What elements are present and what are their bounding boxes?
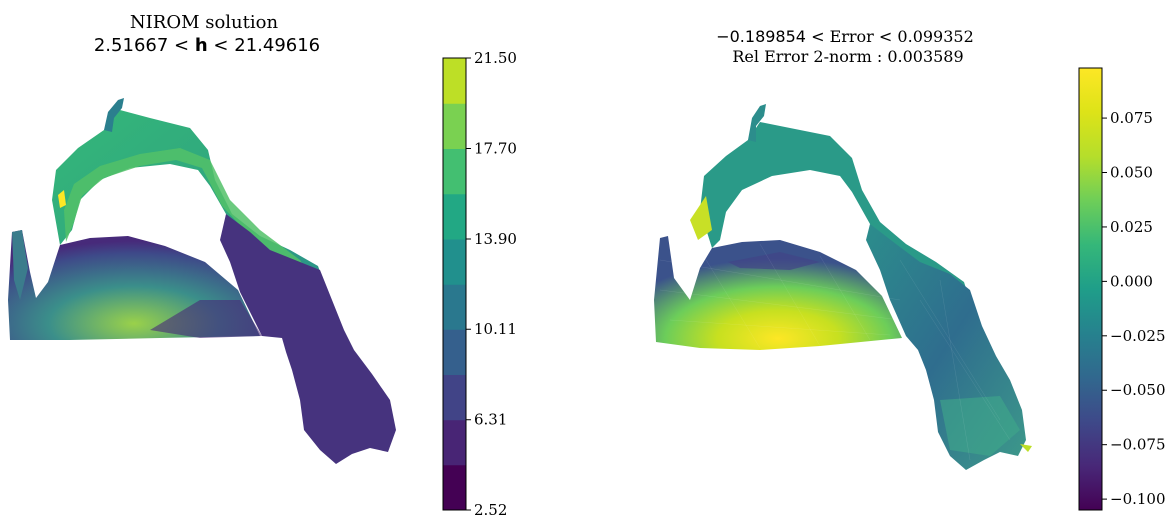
left-colorbar-tick-label: 21.50	[474, 49, 517, 67]
right-hotspot-west	[690, 196, 712, 240]
right-lower-lobe	[654, 236, 902, 350]
right-colorbar-tick-label: 0.075	[1110, 109, 1153, 127]
right-title-op1: <	[811, 27, 824, 46]
left-title: NIROM solution	[130, 12, 279, 33]
right-subtitle: Rel Error 2-norm : 0.003589	[732, 47, 963, 66]
left-subtitle-op1: <	[174, 35, 189, 56]
left-subtitle-var: h	[195, 35, 208, 56]
left-colorbar: 21.50 17.70 13.90 10.11 6.31 2.52	[442, 49, 517, 518]
right-colorbar-tick-label: −0.025	[1110, 327, 1166, 345]
right-low-error-band	[728, 252, 820, 270]
right-title-label: Error	[830, 27, 875, 46]
left-colorbar-band	[443, 193, 466, 240]
right-colorbar-tick-label: −0.075	[1110, 436, 1166, 454]
right-title-low: −0.189854	[716, 27, 806, 46]
left-colorbar-band	[443, 419, 466, 466]
left-colorbar-tick-label: 2.52	[474, 501, 507, 518]
left-pier	[104, 98, 124, 132]
right-colorbar-ticks: 0.075 0.050 0.025 0.000 −0.025 −0.050 −0.075 −0…	[1102, 109, 1166, 508]
left-colorbar-frame	[442, 57, 467, 511]
left-lobe-shadow	[150, 300, 262, 338]
left-colorbar-band	[443, 329, 466, 375]
left-colorbar-band	[443, 238, 466, 285]
left-colorbar-tick-label: 13.90	[474, 230, 517, 248]
left-colorbar-band	[443, 58, 466, 104]
right-pier	[748, 104, 766, 142]
left-subtitle-low: 2.51667	[94, 35, 168, 56]
right-title: −0.189854 < Error < 0.099352	[716, 27, 974, 46]
left-colorbar-tick-label: 10.11	[474, 320, 517, 338]
right-colorbar-tick-label: 0.025	[1110, 218, 1153, 236]
right-colorbar-tick-label: −0.100	[1110, 490, 1166, 508]
left-subtitle-op2: <	[213, 35, 228, 56]
left-colorbar-band	[443, 284, 466, 330]
left-colorbar-band	[443, 148, 466, 195]
left-colorbar-ticks: 21.50 17.70 13.90 10.11 6.31 2.52	[466, 49, 517, 518]
left-hotspot	[58, 190, 66, 208]
left-colorbar-blocks	[443, 58, 466, 511]
right-panel: −0.189854 < Error < 0.099352 Rel Error 2…	[654, 27, 1166, 511]
right-colorbar: 0.075 0.050 0.025 0.000 −0.025 −0.050 −0.075 −0…	[1078, 67, 1166, 511]
left-colorbar-tick-label: 6.31	[474, 411, 507, 429]
right-colorbar-tick-label: 0.050	[1110, 164, 1153, 182]
right-mesh	[659, 243, 1011, 461]
right-hotspot-east	[1020, 444, 1032, 452]
left-bay-map	[8, 98, 396, 464]
left-subtitle-high: 21.49616	[234, 35, 320, 56]
right-title-op2: <	[879, 27, 892, 46]
left-colorbar-band	[443, 103, 466, 149]
right-colorbar-tick-label: 0.000	[1110, 272, 1153, 290]
left-panel: NIROM solution 2.51667 < h < 21.49616	[8, 12, 517, 518]
left-colorbar-tick-label: 17.70	[474, 139, 517, 157]
right-colorbar-tick-label: −0.050	[1110, 381, 1166, 399]
left-colorbar-band	[443, 464, 466, 511]
right-south-tip	[940, 396, 1020, 456]
left-colorbar-band	[443, 374, 466, 421]
right-colorbar-frame	[1078, 67, 1103, 511]
left-subtitle: 2.51667 < h < 21.49616	[94, 35, 320, 56]
right-title-high: 0.099352	[897, 27, 973, 46]
right-bay-map	[654, 104, 1032, 470]
left-spit	[12, 230, 28, 300]
right-colorbar-gradient	[1079, 68, 1102, 510]
left-south-bay	[220, 214, 396, 464]
